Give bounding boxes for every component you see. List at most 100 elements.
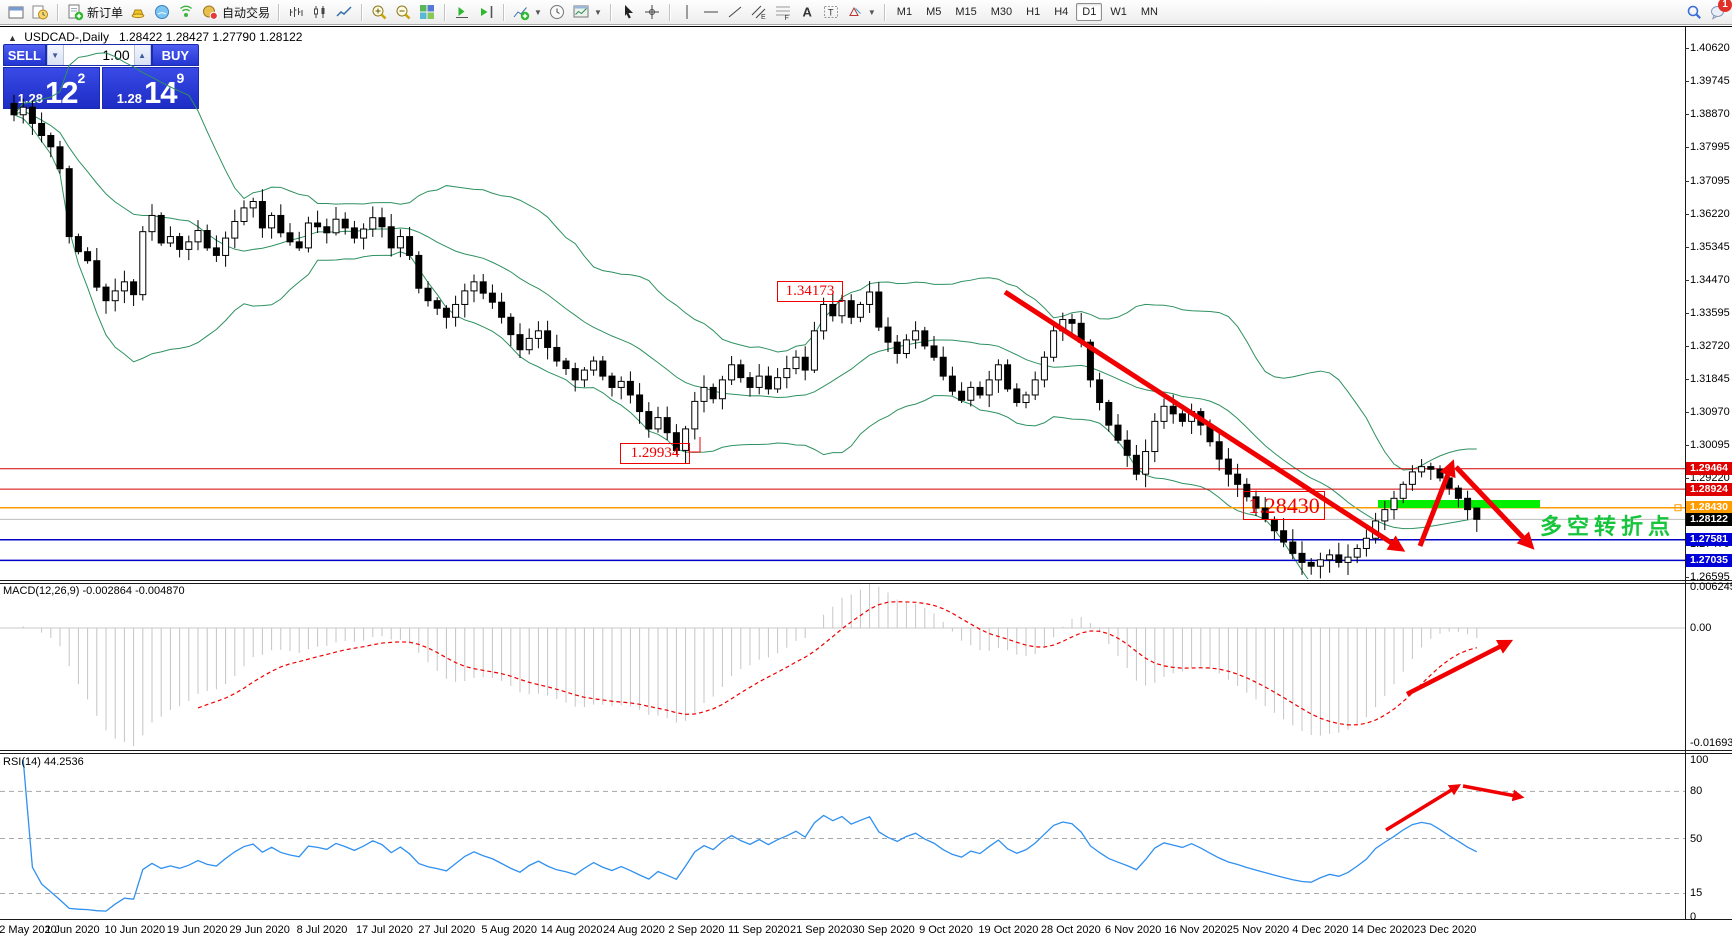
- signals-button[interactable]: [174, 2, 198, 22]
- svg-text:F: F: [784, 15, 788, 21]
- toolbar-separator: [361, 3, 363, 21]
- templates-button[interactable]: ▼: [569, 2, 605, 22]
- buy-button[interactable]: BUY: [151, 44, 199, 66]
- timeframe-m15[interactable]: M15: [955, 6, 977, 18]
- new-order-button[interactable]: 新订单: [63, 2, 126, 22]
- chart-window-border: [0, 26, 1732, 27]
- rsi-separator-top[interactable]: [0, 750, 1732, 751]
- zoom-out-button[interactable]: [391, 2, 415, 22]
- horizontal-line-button[interactable]: [699, 2, 723, 22]
- candlestick-button[interactable]: [308, 2, 332, 22]
- price-badge: 1.28924: [1686, 482, 1732, 496]
- rsi-scale-0: 0: [1690, 911, 1697, 923]
- toolbar-group: [4, 2, 52, 23]
- notifications-button[interactable]: 1: [1706, 0, 1732, 22]
- symbol-ohlc: 1.28422 1.28427 1.27790 1.28122: [118, 30, 303, 44]
- price-tick-label: 1.39745: [1690, 75, 1730, 87]
- profiles-icon: [32, 5, 48, 20]
- timeframe-h1[interactable]: H1: [1026, 6, 1041, 18]
- macd-separator-top[interactable]: [0, 580, 1732, 581]
- channel-icon: E: [751, 5, 766, 21]
- shapes-button[interactable]: ▼: [843, 2, 879, 22]
- date-axis-label: 8 Jul 2020: [296, 924, 348, 936]
- text-button[interactable]: A: [795, 2, 819, 22]
- toolbar-group: [450, 2, 498, 23]
- timeframe-m5[interactable]: M5: [926, 6, 942, 18]
- sell-price-panel[interactable]: 1.28 12 2: [3, 67, 100, 109]
- linechart-icon: [336, 6, 352, 17]
- price-badge: 1.28122: [1686, 512, 1732, 526]
- date-axis-label: 2 Sep 2020: [668, 924, 725, 936]
- sell-price-sup: 2: [77, 70, 86, 86]
- vertical-line-button[interactable]: [675, 2, 699, 22]
- price-tick: [1685, 180, 1689, 182]
- timeframe-group: M1 M5 M15 M30 H1 H4 D1 W1 MN: [890, 2, 1165, 23]
- sell-price-big: 12: [45, 74, 78, 110]
- timeframe-m30[interactable]: M30: [990, 6, 1013, 18]
- line-chart-button[interactable]: [332, 2, 356, 22]
- chevron-down-icon: ▼: [593, 7, 602, 17]
- timeframe-h4[interactable]: H4: [1054, 6, 1069, 18]
- tline-icon: [728, 6, 742, 18]
- chart-shift-button[interactable]: [474, 2, 498, 22]
- cursor-icon: [624, 5, 633, 19]
- zoomout-icon: [396, 5, 411, 20]
- toolbar-separator: [57, 3, 58, 21]
- search-button[interactable]: [1682, 2, 1706, 22]
- autotrading-button[interactable]: 自动交易: [198, 2, 273, 22]
- tile-windows-button[interactable]: [415, 2, 439, 22]
- bar-chart-button[interactable]: [284, 2, 308, 22]
- profiles-button[interactable]: [28, 2, 52, 22]
- svg-text:A: A: [802, 5, 812, 20]
- cursor-button[interactable]: [616, 2, 640, 22]
- trendline-button[interactable]: [723, 2, 747, 22]
- community-button[interactable]: [150, 2, 174, 22]
- sell-button[interactable]: SELL: [3, 44, 46, 66]
- price-annotation-key-level[interactable]: 1.28430: [1243, 491, 1325, 520]
- price-tick: [1685, 246, 1689, 248]
- timeframe-w1[interactable]: W1: [1110, 6, 1127, 18]
- toolbar-group: ▼ ▼: [509, 2, 605, 23]
- date-axis-label: 6 Nov 2020: [1105, 924, 1162, 936]
- price-tick: [1685, 444, 1689, 446]
- crosshair-button[interactable]: [640, 2, 664, 22]
- fibo-icon: F: [775, 6, 790, 21]
- vline-icon: [686, 5, 688, 19]
- toolbar-group: [284, 2, 356, 23]
- robot-icon: [203, 5, 218, 20]
- volume-decrease-button[interactable]: ▼: [46, 45, 64, 65]
- rsi-scale-100: 100: [1690, 754, 1709, 766]
- date-axis-label: 28 Oct 2020: [1040, 924, 1101, 936]
- volume-input[interactable]: [63, 45, 134, 65]
- price-tick: [1685, 114, 1689, 115]
- turning-point-note[interactable]: 多空转折点: [1540, 514, 1676, 539]
- zoom-in-button[interactable]: [367, 2, 391, 22]
- period-button[interactable]: [545, 2, 569, 22]
- chevron-down-icon: ▼: [534, 7, 542, 17]
- auto-scroll-button[interactable]: [450, 2, 474, 22]
- fibonacci-button[interactable]: F: [771, 2, 795, 22]
- date-axis-label: 25 Nov 2020: [1226, 924, 1290, 936]
- timeframe-mn[interactable]: MN: [1140, 6, 1158, 18]
- buy-price-small: 1.28: [116, 91, 143, 106]
- candles-icon: [314, 6, 325, 18]
- price-annotation-low[interactable]: 1.29934: [620, 443, 690, 464]
- volume-increase-button[interactable]: ▲: [133, 45, 151, 65]
- price-tick-label: 1.37095: [1690, 174, 1730, 187]
- price-tick: [1685, 312, 1689, 314]
- timeframe-d1[interactable]: D1: [1076, 3, 1103, 21]
- price-annotation-high[interactable]: 1.34173: [777, 281, 843, 302]
- indicators-button[interactable]: ▼: [509, 2, 545, 22]
- hline-icon: [703, 11, 718, 13]
- date-axis-label: 23 Dec 2020: [1413, 924, 1477, 936]
- collapse-triangle-icon[interactable]: ▲: [8, 33, 17, 43]
- channel-button[interactable]: E: [747, 2, 771, 22]
- date-axis-label: 2 May 2020: [0, 924, 57, 936]
- timeframe-m1[interactable]: M1: [896, 6, 913, 18]
- text-label-button[interactable]: T: [819, 2, 843, 22]
- new-chart-button[interactable]: [4, 2, 28, 22]
- price-badge: 1.27035: [1686, 553, 1732, 567]
- gold-button[interactable]: [126, 2, 150, 22]
